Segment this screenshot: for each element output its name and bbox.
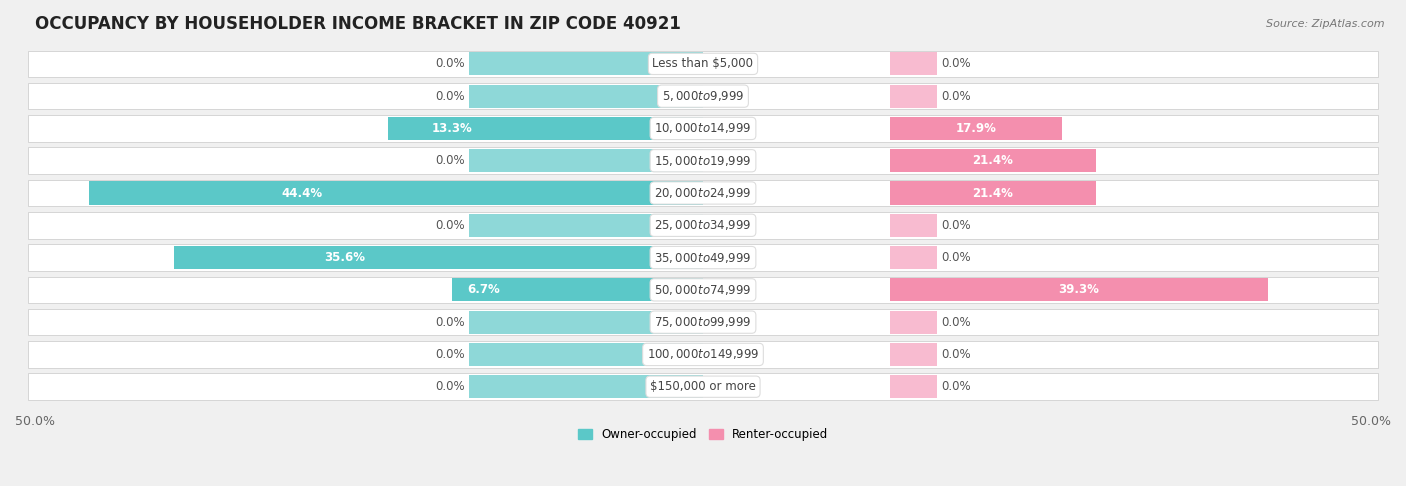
Text: 0.0%: 0.0%	[436, 89, 465, 103]
Bar	[28, 309, 1378, 335]
Text: 21.4%: 21.4%	[973, 154, 1014, 167]
Text: $10,000 to $14,999: $10,000 to $14,999	[654, 122, 752, 136]
Bar	[28, 373, 1378, 400]
Text: $100,000 to $149,999: $100,000 to $149,999	[647, 347, 759, 362]
Bar	[890, 181, 1095, 205]
Bar	[890, 149, 1095, 173]
Text: $35,000 to $49,999: $35,000 to $49,999	[654, 251, 752, 264]
Bar	[28, 212, 1378, 239]
Bar	[28, 147, 1378, 174]
Text: 17.9%: 17.9%	[956, 122, 997, 135]
Bar	[173, 246, 703, 269]
Bar	[890, 52, 936, 75]
Text: 39.3%: 39.3%	[1059, 283, 1099, 296]
Text: 0.0%: 0.0%	[941, 348, 970, 361]
Bar	[89, 181, 703, 205]
Bar	[388, 117, 703, 140]
Text: 35.6%: 35.6%	[325, 251, 366, 264]
Text: $20,000 to $24,999: $20,000 to $24,999	[654, 186, 752, 200]
Text: $15,000 to $19,999: $15,000 to $19,999	[654, 154, 752, 168]
Bar	[28, 244, 1378, 271]
Bar	[890, 278, 1268, 301]
Bar	[470, 85, 703, 108]
Text: $75,000 to $99,999: $75,000 to $99,999	[654, 315, 752, 329]
Text: OCCUPANCY BY HOUSEHOLDER INCOME BRACKET IN ZIP CODE 40921: OCCUPANCY BY HOUSEHOLDER INCOME BRACKET …	[35, 15, 681, 33]
Bar	[470, 343, 703, 366]
Text: Source: ZipAtlas.com: Source: ZipAtlas.com	[1267, 19, 1385, 30]
Bar	[890, 246, 936, 269]
Bar	[890, 117, 1062, 140]
Text: 0.0%: 0.0%	[941, 315, 970, 329]
Text: 0.0%: 0.0%	[436, 348, 465, 361]
Bar	[470, 311, 703, 334]
Bar	[28, 341, 1378, 368]
Bar	[890, 375, 936, 399]
Text: 0.0%: 0.0%	[941, 219, 970, 232]
Legend: Owner-occupied, Renter-occupied: Owner-occupied, Renter-occupied	[572, 423, 834, 446]
Text: 0.0%: 0.0%	[436, 380, 465, 393]
Bar	[470, 52, 703, 75]
Text: $5,000 to $9,999: $5,000 to $9,999	[662, 89, 744, 103]
Bar	[890, 311, 936, 334]
Text: 0.0%: 0.0%	[941, 380, 970, 393]
Bar	[890, 343, 936, 366]
Text: 0.0%: 0.0%	[436, 315, 465, 329]
Bar	[28, 115, 1378, 142]
Text: 44.4%: 44.4%	[281, 187, 323, 200]
Bar	[451, 278, 703, 301]
Bar	[890, 214, 936, 237]
Text: 0.0%: 0.0%	[941, 89, 970, 103]
Text: 6.7%: 6.7%	[467, 283, 501, 296]
Bar	[890, 85, 936, 108]
Text: 21.4%: 21.4%	[973, 187, 1014, 200]
Bar	[470, 214, 703, 237]
Bar	[470, 149, 703, 173]
Text: 0.0%: 0.0%	[941, 57, 970, 70]
Text: Less than $5,000: Less than $5,000	[652, 57, 754, 70]
Bar	[28, 83, 1378, 109]
Text: 0.0%: 0.0%	[436, 57, 465, 70]
Bar	[470, 375, 703, 399]
Bar	[28, 51, 1378, 77]
Text: $25,000 to $34,999: $25,000 to $34,999	[654, 218, 752, 232]
Text: 13.3%: 13.3%	[432, 122, 472, 135]
Bar	[28, 277, 1378, 303]
Text: $50,000 to $74,999: $50,000 to $74,999	[654, 283, 752, 297]
Text: 0.0%: 0.0%	[941, 251, 970, 264]
Text: $150,000 or more: $150,000 or more	[650, 380, 756, 393]
Text: 0.0%: 0.0%	[436, 219, 465, 232]
Bar	[28, 180, 1378, 206]
Text: 0.0%: 0.0%	[436, 154, 465, 167]
